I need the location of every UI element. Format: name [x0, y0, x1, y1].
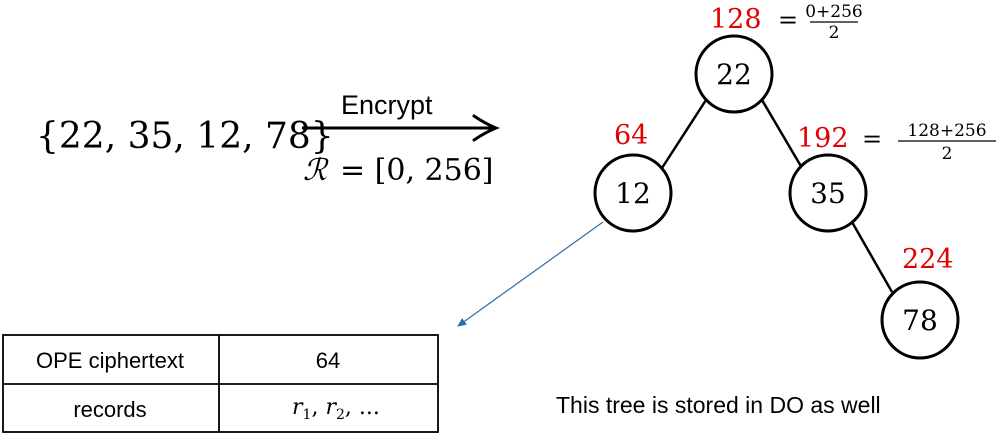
- ope-label-12: 64: [614, 120, 648, 151]
- ope-label-22: 128: [710, 4, 762, 35]
- tree-node-35: 35: [788, 153, 868, 233]
- edge-35-78: [850, 221, 894, 293]
- arrowhead-icon: [472, 114, 501, 142]
- input-set: {22, 35, 12, 78}: [36, 116, 334, 157]
- node-key: 22: [716, 58, 752, 91]
- ope-label-78: 224: [902, 244, 954, 275]
- node-key: 12: [615, 177, 651, 210]
- formula-root: = 0+256 2: [778, 2, 863, 43]
- tree-edges: [660, 99, 894, 293]
- table-row: OPE ciphertext 64: [36, 348, 340, 373]
- formula-numerator: 128+256: [907, 121, 986, 141]
- edge-22-35: [760, 99, 804, 169]
- formula-eq: =: [778, 6, 798, 34]
- tree-node-12: 12: [593, 153, 673, 233]
- formula-right: = 128+256 2: [862, 121, 996, 164]
- node-key: 35: [810, 177, 846, 210]
- formula-numerator: 0+256: [805, 2, 863, 22]
- formula-denominator: 2: [942, 144, 953, 164]
- table-row-label: records: [73, 397, 146, 422]
- caption: This tree is stored in DO as well: [556, 392, 881, 418]
- range-value: = [0, 256]: [340, 153, 494, 188]
- ope-record-table: OPE ciphertext 64 records r1, r2, ...: [2, 334, 439, 433]
- table-row-label: OPE ciphertext: [36, 348, 184, 373]
- encrypt-label: Encrypt: [341, 90, 433, 120]
- formula-denominator: 2: [829, 23, 840, 43]
- records-value: r1, r2, ...: [292, 395, 380, 423]
- edge-22-12: [660, 99, 708, 169]
- pointer-arrow: [457, 221, 604, 327]
- range-symbol: ℛ: [303, 153, 329, 188]
- ope-label-35: 192: [797, 123, 849, 154]
- tree-node-22: 22: [694, 34, 774, 114]
- table-row-value: 64: [316, 348, 340, 373]
- formula-eq: =: [862, 125, 882, 153]
- encrypt-arrow: Encrypt ℛ = [0, 256]: [302, 90, 501, 188]
- tree-node-78: 78: [880, 280, 960, 360]
- node-key: 78: [902, 304, 938, 337]
- table-row: records r1, r2, ...: [73, 395, 380, 423]
